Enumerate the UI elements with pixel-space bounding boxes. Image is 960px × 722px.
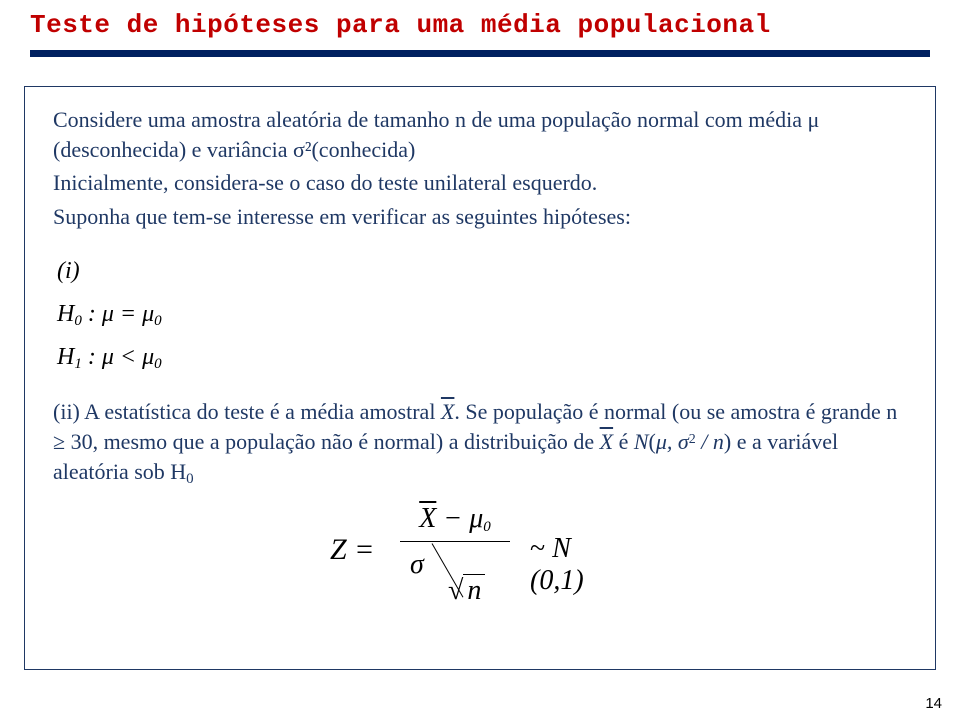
hyp-h1: H1 : μ < μ0 <box>57 336 907 379</box>
body-text-2: (ii) A estatística do teste é a média am… <box>53 397 907 489</box>
hyp-h0-sub: 0 <box>74 313 82 329</box>
hyp-h0-rest: : μ = μ <box>82 301 154 327</box>
hypotheses-math: (i) H0 : μ = μ0 H1 : μ < μ0 <box>57 250 907 380</box>
hyp-h0-rest-sub: 0 <box>154 313 162 329</box>
dist-mu: μ, σ <box>656 429 689 454</box>
z-num-rest: − μ <box>436 503 483 534</box>
z-sqrt: √n <box>448 575 485 607</box>
z-tilde: ~ <box>530 533 545 564</box>
page-number: 14 <box>925 695 942 712</box>
xbar-1: X <box>441 397 454 427</box>
z-numerator: X − μ0 <box>410 503 500 536</box>
title-rule-thin <box>30 56 930 57</box>
z-fraction-bar <box>400 541 510 542</box>
title-zone: Teste de hipóteses para uma média popula… <box>0 0 960 40</box>
hyp-h0: H0 : μ = μ0 <box>57 293 907 336</box>
z-sigma: σ <box>410 549 424 581</box>
dist-rest: / n <box>696 429 724 454</box>
content-box: Considere uma amostra aleatória de taman… <box>24 86 936 670</box>
z-sqrt-n: n <box>463 574 485 606</box>
dist-open: ( <box>649 429 656 454</box>
dist-sup: 2 <box>689 432 696 447</box>
dist-N: N <box>634 429 649 454</box>
hyp-label-i: (i) <box>57 250 907 293</box>
hyp-h0-H: H <box>57 301 74 327</box>
page-title: Teste de hipóteses para uma média popula… <box>30 10 771 40</box>
hyp-h1-rest: : μ < μ <box>82 344 154 370</box>
p4a: (ii) A estatística do teste é a média am… <box>53 399 441 424</box>
z-num-sub: 0 <box>483 519 491 535</box>
paragraph-1: Considere uma amostra aleatória de taman… <box>53 105 907 164</box>
z-formula: Z = X − μ0 σ √n ~ N (0,1) <box>330 493 630 613</box>
xbar-2: X <box>600 427 613 457</box>
paragraph-3: Suponha que tem-se interesse em verifica… <box>53 202 907 232</box>
hyp-h1-H: H <box>57 344 74 370</box>
paragraph-2: Inicialmente, considera-se o caso do tes… <box>53 168 907 198</box>
hyp-h1-sub: 1 <box>74 356 82 372</box>
p4c: é <box>613 429 634 454</box>
z-eq-label: Z = <box>330 533 374 567</box>
z-num-xbar: X <box>419 503 436 535</box>
body-text: Considere uma amostra aleatória de taman… <box>53 105 907 232</box>
hyp-h1-rest-sub: 0 <box>154 356 162 372</box>
z-distribution: ~ N (0,1) <box>530 533 630 597</box>
p4d-sub: 0 <box>186 471 194 487</box>
